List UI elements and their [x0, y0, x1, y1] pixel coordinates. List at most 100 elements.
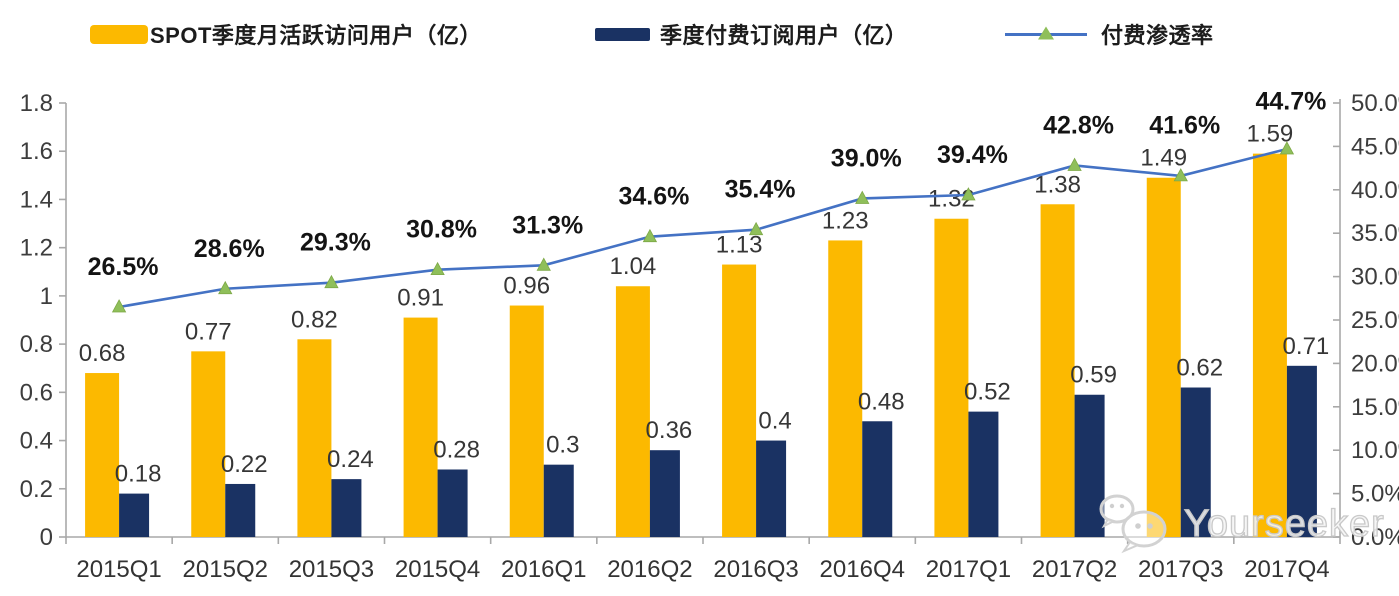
legend-label-mau: SPOT季度月活跃访问用户（亿） [150, 23, 482, 48]
x-axis-category-label: 2017Q2 [1032, 556, 1117, 583]
legend-swatch-mau [90, 24, 148, 44]
bar [119, 493, 150, 537]
penetration-value-label: 39.0% [831, 144, 902, 172]
legend-item-penetration: 付费渗透率 [1005, 18, 1214, 50]
left-axis-tick-label: 1.8 [20, 90, 53, 117]
bar-value-label: 0.77 [185, 318, 232, 345]
bar [509, 305, 544, 537]
bar-value-label: 0.48 [858, 388, 905, 415]
left-axis-tick-label: 1.4 [20, 186, 53, 213]
bar-value-label: 0.36 [646, 417, 693, 444]
right-axis-tick-label: 50.0% [1351, 90, 1399, 117]
bar-value-label: 0.18 [115, 461, 162, 488]
triangle-marker [642, 228, 658, 243]
bar [225, 483, 256, 537]
bar-value-label: 0.91 [397, 285, 444, 312]
bar [1180, 387, 1211, 537]
penetration-value-label: 30.8% [406, 216, 477, 244]
x-axis-category-label: 2016Q4 [820, 556, 905, 583]
bar-value-label: 1.49 [1140, 145, 1187, 172]
bar-value-label: 0.52 [964, 379, 1011, 406]
right-axis-tick-label: 0.0% [1351, 524, 1399, 551]
x-axis-category-label: 2015Q2 [183, 556, 268, 583]
bar [828, 240, 863, 537]
bar [1286, 365, 1317, 537]
right-axis-tick-label: 45.0% [1351, 133, 1399, 160]
triangle-marker [218, 280, 233, 295]
bar-series-1: 0.18 0.22 0.24 0.28 0.3 0.36 0.4 0.48 0.52 0.59 0.… [115, 333, 1329, 537]
bar-value-label: 0.59 [1070, 362, 1117, 389]
legend-swatch-subscribers [595, 27, 650, 41]
bar [85, 373, 120, 537]
x-axis-category-label: 2017Q4 [1244, 556, 1329, 583]
bar [1040, 204, 1075, 537]
bar [756, 440, 787, 537]
bar-series-0: 0.680.77 0.820.91 0.961.041.131.231.321.38… [79, 121, 1294, 537]
bar [968, 411, 999, 537]
left-axis-tick-label: 0.2 [20, 476, 53, 503]
x-axis: 2015Q1 2015Q2 2015Q3 2015Q4 2016Q1 2016Q2 2016… [65, 536, 1341, 583]
bar [615, 286, 650, 537]
y-axis-left: 0 0.2 0.4 0.6 0.8 1 1.2 1.4 1.6 1.8 [20, 90, 67, 551]
penetration-value-label: 29.3% [300, 229, 371, 257]
triangle-marker [961, 187, 976, 201]
left-axis-tick-label: 0.8 [20, 331, 53, 358]
penetration-value-label: 28.6% [194, 235, 265, 263]
triangle-marker [748, 221, 764, 236]
bar [543, 464, 574, 537]
x-axis-category-label: 2017Q1 [926, 556, 1011, 583]
right-axis-tick-label: 5.0% [1351, 481, 1399, 508]
triangle-marker-icon [1038, 26, 1054, 40]
bar [331, 479, 362, 537]
bar [862, 421, 893, 537]
bar [297, 339, 332, 537]
bar [1074, 394, 1105, 537]
left-axis-tick-label: 0.4 [20, 428, 53, 455]
triangle-marker [111, 299, 127, 313]
left-axis-tick-label: 1 [40, 283, 53, 310]
x-axis-category-label: 2016Q3 [713, 556, 798, 583]
x-axis-category-label: 2015Q1 [76, 556, 161, 583]
right-axis-tick-label: 30.0% [1351, 264, 1399, 291]
left-axis-tick-label: 0.6 [20, 379, 53, 406]
triangle-marker [536, 257, 551, 271]
x-axis-category-label: 2015Q3 [289, 556, 374, 583]
right-axis-tick-label: 15.0% [1351, 394, 1399, 421]
bar-value-label: 0.4 [758, 408, 791, 435]
triangle-marker [1279, 141, 1295, 155]
right-axis-tick-label: 20.0% [1351, 350, 1399, 377]
penetration-value-label: 35.4% [725, 176, 796, 204]
bar [1252, 153, 1287, 537]
bar-value-label: 0.82 [291, 306, 338, 333]
penetration-value-label: 42.8% [1043, 111, 1114, 139]
legend-label-penetration: 付费渗透率 [1101, 23, 1214, 48]
bar-value-label: 1.13 [716, 232, 763, 259]
bar-value-label: 1.59 [1247, 121, 1294, 148]
x-axis-category-label: 2016Q1 [501, 556, 586, 583]
bar-value-label: 1.23 [822, 207, 869, 234]
penetration-value-label: 26.5% [88, 253, 159, 281]
bar [1146, 177, 1181, 537]
triangle-marker [430, 261, 445, 276]
bar-value-label: 0.24 [327, 446, 374, 473]
right-axis-tick-label: 40.0% [1351, 177, 1399, 204]
penetration-value-label: 31.3% [512, 211, 583, 239]
penetration-value-label: 39.4% [937, 141, 1008, 169]
bar [649, 450, 680, 537]
right-axis-tick-label: 10.0% [1351, 437, 1399, 464]
penetration-value-label: 34.6% [618, 183, 689, 211]
penetration-value-label: 44.7% [1255, 88, 1326, 116]
bar [934, 218, 969, 537]
x-axis-category-label: 2015Q4 [395, 556, 480, 583]
bar [437, 469, 468, 537]
right-axis-tick-label: 35.0% [1351, 220, 1399, 247]
penetration-line [118, 147, 1288, 309]
y-axis-right: 0.0% 5.0% 10.0% 15.0% 20.0% 25.0% 30.0% 35.0% 40… [1333, 90, 1399, 551]
legend-label-subscribers: 季度付费订阅用户（亿） [660, 23, 908, 48]
bar [191, 351, 226, 537]
triangle-marker [1173, 168, 1188, 182]
bar-value-label: 0.3 [546, 432, 579, 459]
penetration-line-series: 26.5% 28.6% 29.3% 30.8% 31.3% 34.6% 35.4% 39.0%… [88, 88, 1326, 313]
penetration-value-label: 41.6% [1149, 112, 1220, 140]
